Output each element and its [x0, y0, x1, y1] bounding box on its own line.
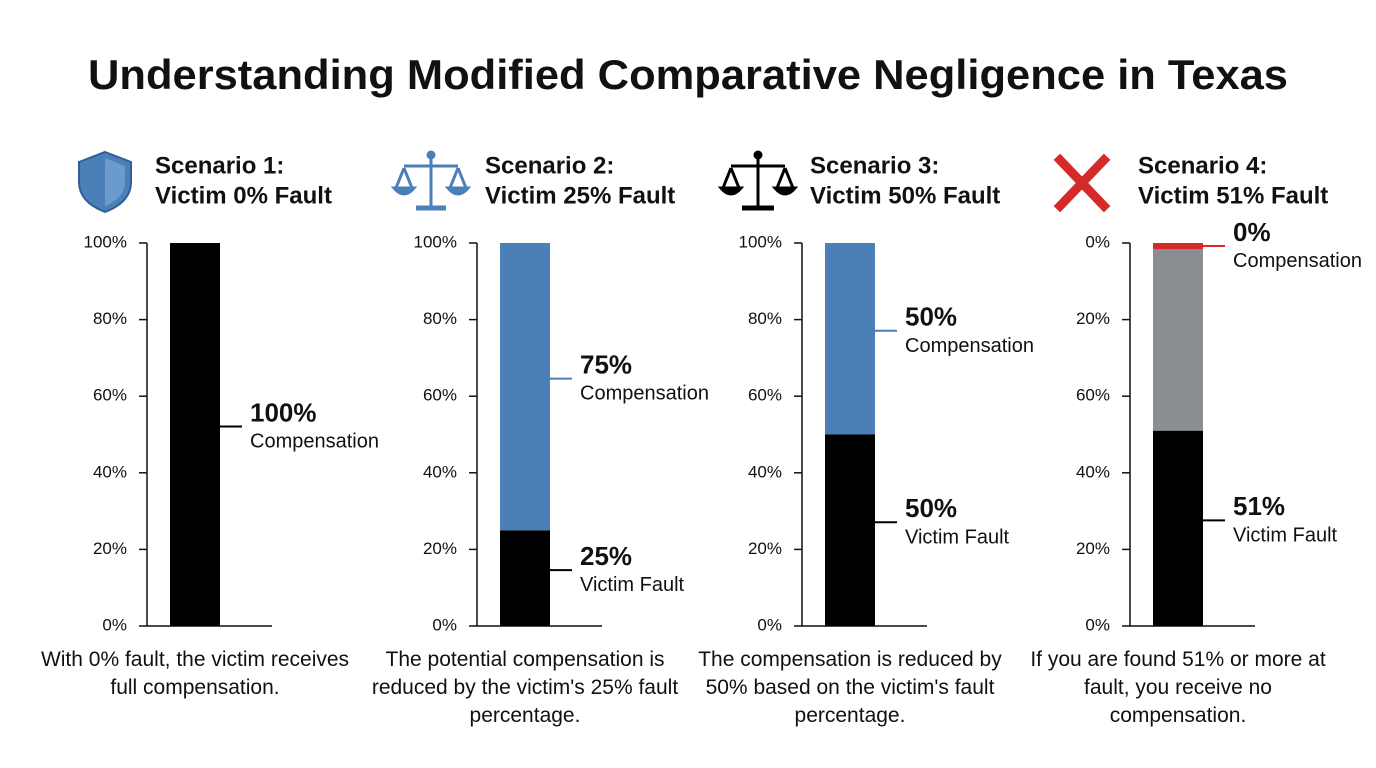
- y-tick-label: 40%: [748, 462, 782, 481]
- bar-segment: [1153, 243, 1203, 431]
- y-tick-label: 20%: [93, 539, 127, 558]
- panel-title: Scenario 3:: [810, 152, 939, 179]
- bar-segment: [825, 243, 875, 435]
- segment-label: Victim Fault: [580, 574, 685, 596]
- value-label: 100%: [250, 397, 317, 427]
- caption: The potential compensation is reduced by…: [371, 648, 679, 727]
- segment-label: Compensation: [1233, 250, 1362, 272]
- y-tick-label: 0%: [1085, 615, 1110, 634]
- y-tick-label: 20%: [1076, 309, 1110, 328]
- bar-segment: [1153, 430, 1203, 626]
- panel-subtitle: Victim 51% Fault: [1138, 182, 1328, 209]
- value-label: 51%: [1233, 491, 1285, 521]
- y-tick-label: 80%: [423, 309, 457, 328]
- panel-subtitle: Victim 0% Fault: [155, 182, 332, 209]
- bar-segment: [500, 243, 550, 531]
- value-label: 50%: [905, 493, 957, 523]
- y-tick-label: 60%: [93, 386, 127, 405]
- panel-subtitle: Victim 50% Fault: [810, 182, 1000, 209]
- y-tick-label: 60%: [1076, 386, 1110, 405]
- y-tick-label: 100%: [739, 232, 782, 251]
- y-tick-label: 100%: [84, 232, 127, 251]
- y-tick-label: 40%: [93, 462, 127, 481]
- y-tick-label: 20%: [1076, 539, 1110, 558]
- shield-icon: [78, 150, 132, 214]
- panel-title: Scenario 2:: [485, 152, 614, 179]
- y-tick-label: 20%: [748, 539, 782, 558]
- y-tick-label: 80%: [93, 309, 127, 328]
- y-tick-label: 40%: [423, 462, 457, 481]
- y-tick-label: 0%: [432, 615, 457, 634]
- page-title: Understanding Modified Comparative Negli…: [88, 51, 1288, 98]
- y-tick-label: 0%: [1085, 232, 1110, 251]
- y-tick-label: 60%: [748, 386, 782, 405]
- panel-title: Scenario 4:: [1138, 152, 1267, 179]
- panel-subtitle: Victim 25% Fault: [485, 182, 675, 209]
- caption: With 0% fault, the victim receives full …: [40, 648, 350, 699]
- bar-segment: [500, 530, 550, 626]
- segment-label: Compensation: [905, 335, 1034, 357]
- segment-label: Victim Fault: [905, 527, 1010, 549]
- segment-label: Victim Fault: [1233, 525, 1338, 547]
- caption: The compensation is reduced by 50% based…: [698, 648, 1002, 727]
- y-tick-label: 60%: [423, 386, 457, 405]
- y-tick-label: 20%: [423, 539, 457, 558]
- bar-segment: [825, 434, 875, 626]
- value-label: 75%: [580, 350, 632, 380]
- bar-segment: [1153, 243, 1203, 249]
- bar-segment: [170, 243, 220, 626]
- segment-label: Compensation: [250, 431, 379, 453]
- y-tick-label: 40%: [1076, 462, 1110, 481]
- panel-title: Scenario 1:: [155, 152, 284, 179]
- segment-label: Compensation: [580, 383, 709, 405]
- scales-icon: [717, 150, 799, 211]
- value-label: 25%: [580, 541, 632, 571]
- y-tick-label: 80%: [748, 309, 782, 328]
- scales-icon: [390, 150, 472, 211]
- caption: If you are found 51% or more at fault, y…: [1030, 648, 1326, 727]
- x-icon: [1053, 153, 1111, 213]
- y-tick-label: 100%: [414, 232, 457, 251]
- value-label: 0%: [1233, 217, 1271, 247]
- value-label: 50%: [905, 302, 957, 332]
- y-tick-label: 0%: [102, 615, 127, 634]
- y-tick-label: 0%: [757, 615, 782, 634]
